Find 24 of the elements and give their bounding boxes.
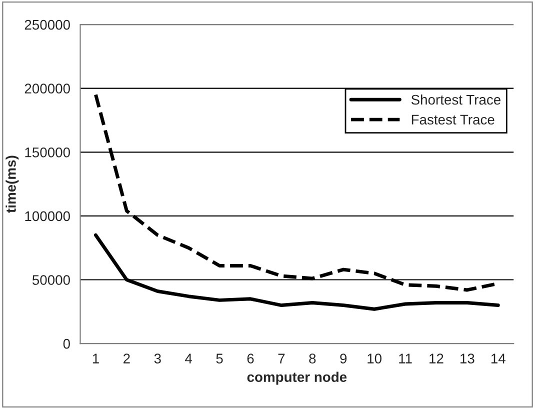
y-axis-title: time(ms) xyxy=(6,156,19,213)
x-tick-label: 3 xyxy=(154,354,161,364)
y-tick-label: 150000 xyxy=(25,147,70,158)
x-tick-label: 2 xyxy=(124,354,130,364)
x-tick-label: 13 xyxy=(460,354,474,364)
x-tick-label: 10 xyxy=(368,354,382,364)
x-tick-label: 8 xyxy=(309,354,316,364)
x-tick-label: 12 xyxy=(430,354,444,364)
x-tick-label: 5 xyxy=(216,354,223,364)
x-tick-label: 14 xyxy=(491,354,506,364)
y-tick-label: 0 xyxy=(63,338,70,349)
x-axis-title: computer node xyxy=(247,372,347,385)
legend-label: Shortest Trace xyxy=(411,94,500,105)
x-tick-label: 9 xyxy=(340,354,347,364)
x-tick-label: 4 xyxy=(185,354,192,364)
y-tick-label: 100000 xyxy=(25,211,70,222)
x-tick-label: 7 xyxy=(278,354,285,364)
y-tick-label: 250000 xyxy=(24,20,70,30)
x-tick-label: 11 xyxy=(399,354,412,364)
y-tick-label: 50000 xyxy=(32,275,70,285)
x-tick-label: 6 xyxy=(247,354,254,364)
legend-label: Fastest Trace xyxy=(412,114,494,125)
x-tick-label: 1 xyxy=(92,354,99,364)
y-tick-label: 200000 xyxy=(24,84,70,94)
